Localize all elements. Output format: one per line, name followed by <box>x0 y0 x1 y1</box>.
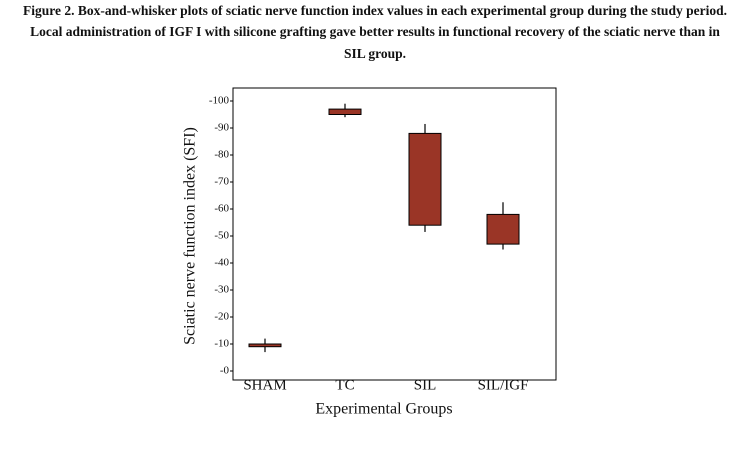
y-tick-label: -60 <box>214 203 229 215</box>
y-tick-label: -100 <box>209 95 230 107</box>
y-tick-label: -20 <box>214 311 229 323</box>
y-tick-label: -30 <box>214 284 229 296</box>
box <box>408 132 442 226</box>
y-tick-label: -90 <box>214 122 229 134</box>
x-tick-label: SIL/IGF <box>478 377 529 393</box>
title-line: Figure 2. Box-and-whisker plots of sciat… <box>23 3 727 18</box>
y-axis-label: Sciatic nerve function index (SFI) <box>182 127 199 345</box>
x-axis-label: Experimental Groups <box>315 401 452 418</box>
plot-frame <box>232 87 557 381</box>
box <box>486 213 520 245</box>
box <box>248 343 282 348</box>
x-tick-label: SIL <box>414 377 437 393</box>
box <box>328 108 362 115</box>
x-tick-label: TC <box>335 377 354 393</box>
y-tick-label: -70 <box>214 176 229 188</box>
title-line: SIL group. <box>344 46 406 61</box>
y-tick-label: -40 <box>214 257 229 269</box>
y-tick-label: -80 <box>214 149 229 161</box>
y-tick-label: -10 <box>214 338 229 350</box>
title-line: Local administration of IGF I with silic… <box>30 24 720 39</box>
x-tick-label: SHAM <box>243 377 286 393</box>
y-tick-label: -50 <box>214 230 229 242</box>
y-tick-label: -0 <box>220 365 230 377</box>
